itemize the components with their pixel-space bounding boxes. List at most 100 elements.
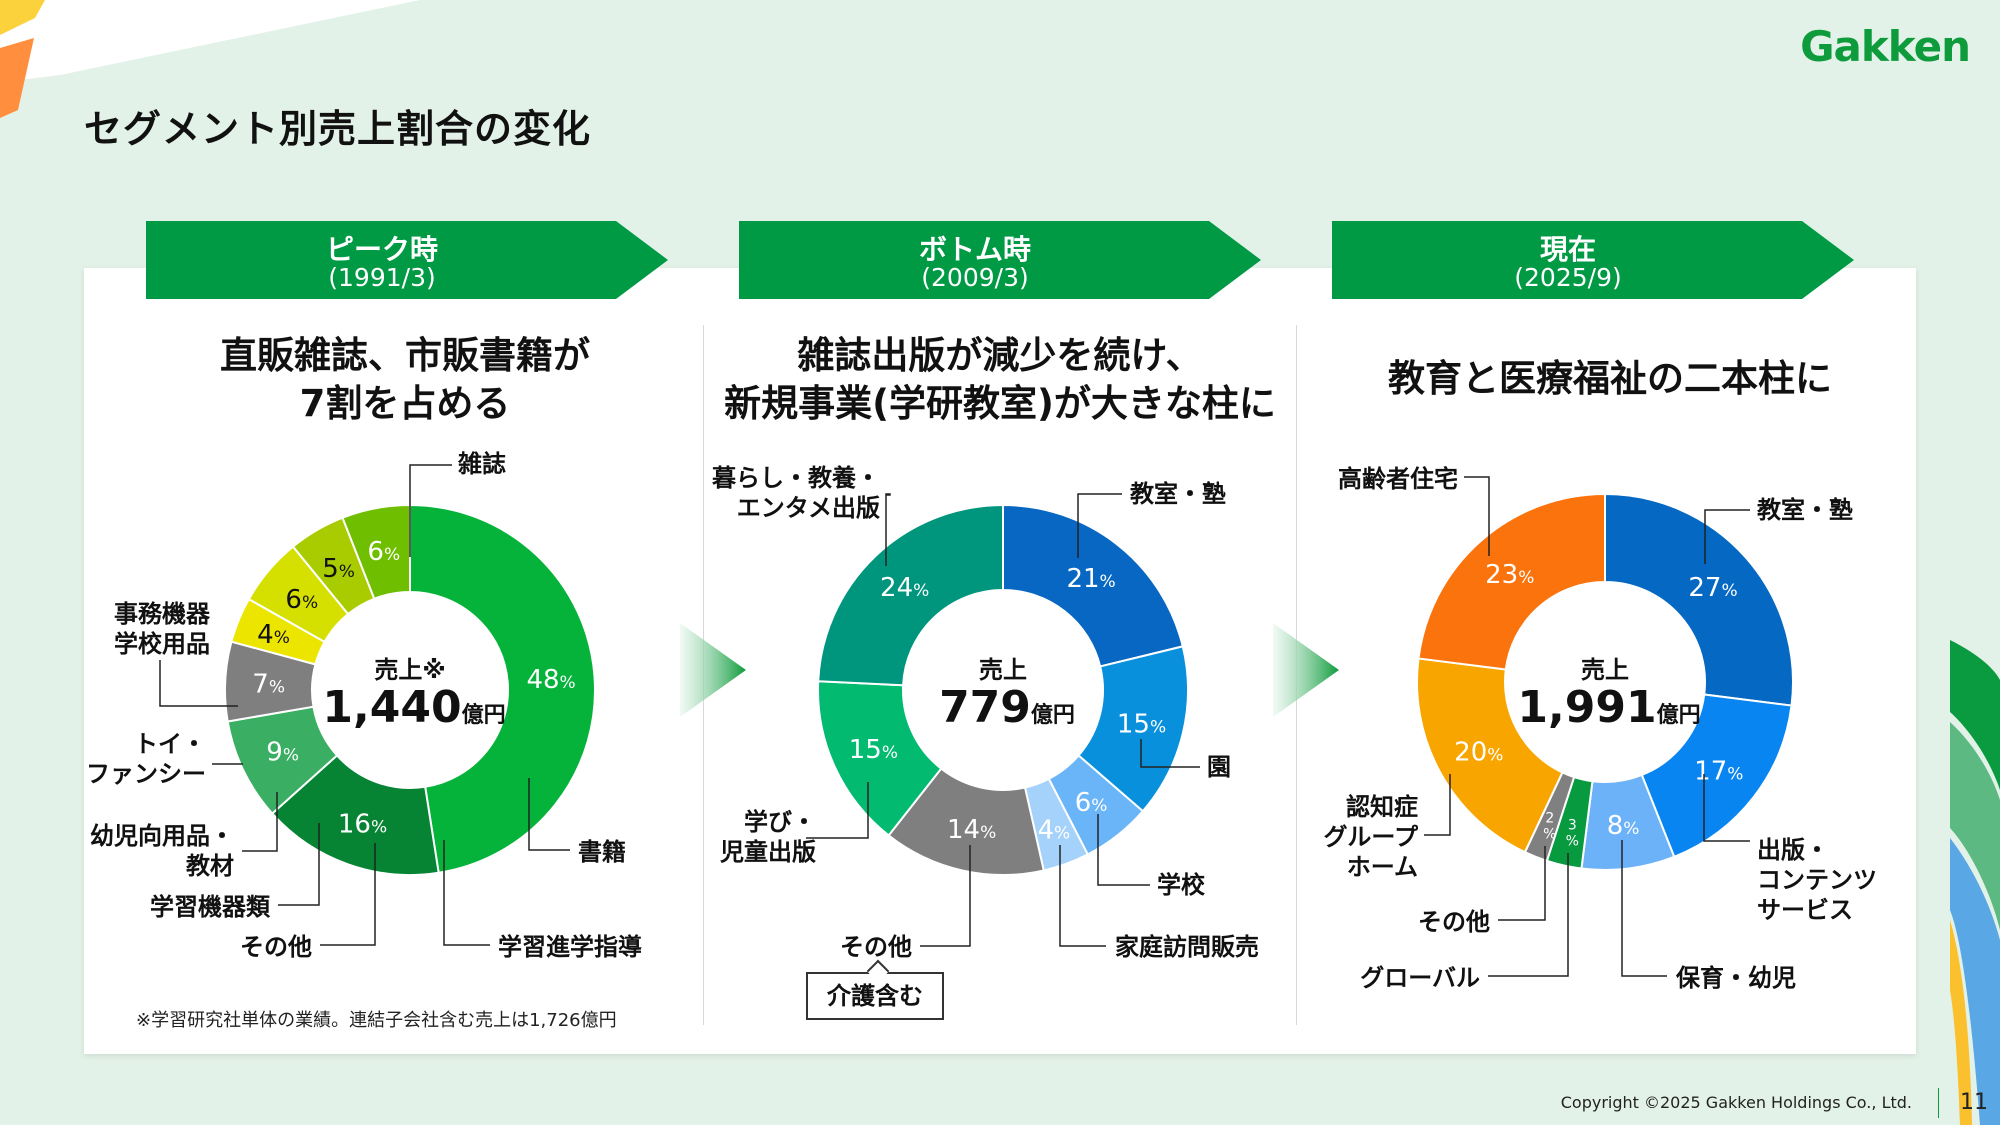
donut-segment [409,503,596,874]
leader-line [1097,814,1150,886]
donut-segment [1417,492,1606,671]
leader-line [278,823,320,906]
content-card [84,268,1916,1054]
segment-percent: 3% [1566,817,1579,849]
phase-date: (2009/3) [921,263,1029,292]
segment-label: 雑誌 [457,450,506,478]
copyright: Copyright ©2025 Gakken Holdings Co., Ltd… [1560,1093,1912,1112]
segment-percent: 2% [1543,810,1556,842]
segment-label: 教室・塾 [1130,480,1226,508]
segment-label: 出版・コンテンツサービス [1757,836,1877,924]
segment-percent: 7% [252,669,285,699]
leader-line [242,792,278,852]
segment-label: 教室・塾 [1757,496,1853,524]
donut-segment [817,503,1004,687]
chart-center-current: 売上 1,991億円 [1505,650,1705,739]
phase-header-current: 現在 (2025/9) [1332,221,1854,299]
headline-line: 7割を占める [299,382,511,425]
headline-line: 教育と医療福祉の二本柱に [1388,357,1832,400]
leader-line [528,778,570,851]
segment-percent: 24% [880,573,929,603]
center-unit: 億円 [1030,703,1075,728]
leader-line [1488,853,1569,977]
headline-line: 新規事業(学研教室)が大きな柱に [724,382,1276,425]
segment-label: 事務機器学校用品 [114,600,211,658]
arrow-banner-shape [739,221,1261,299]
leader-line [885,493,891,566]
center-value: 1,440 [322,682,462,733]
headline-line: 直販雑誌、市販書籍が [220,334,590,377]
leader-line [443,840,490,946]
page-title: セグメント別売上割合の変化 [84,107,592,151]
donut-segment [1416,657,1564,854]
segment-percent: 6% [367,537,400,567]
gakken-logo: Gakken [1800,22,1971,71]
arrow-banner-shape [1332,221,1854,299]
donut-segment [1640,693,1793,859]
segment-label: トイ・ファンシー [86,730,206,788]
segment-label: 保育・幼児 [1675,964,1796,992]
leader-line [806,782,869,839]
footnote: ※学習研究社単体の業績。連結子会社含む売上は1,726億円 [136,1010,617,1031]
segment-label: 高齢者住宅 [1338,465,1458,493]
transition-arrow-icon [680,623,746,717]
chart-center-peak: 売上※ 1,440億円 [310,650,510,739]
segment-label: 学び・児童出版 [720,808,816,866]
callout-includes-nursing: 介護含む [806,972,944,1020]
headline-bottom: 雑誌出版が減少を続け、 新規事業(学研教室)が大きな柱に [700,332,1300,428]
leader-line [1703,774,1750,842]
leader-line [1704,509,1750,564]
leader-line [320,843,376,946]
segment-percent: 17% [1694,756,1743,786]
segment-label: 認知症グループホーム [1323,793,1419,881]
donut-segment [1002,503,1184,668]
leader-line [1621,840,1667,977]
center-unit: 億円 [1656,703,1701,728]
decorative-top-shapes [0,0,420,118]
center-label: 売上 [1581,656,1629,684]
leader-line [1498,846,1546,921]
phase-header-bottom: ボトム時 (2009/3) [739,221,1261,299]
phase-date: (2025/9) [1514,263,1622,292]
donut-chart-0: 48%16%9%7%4%6%5%6%雑誌書籍学習進学指導その他学習機器類幼児向用… [86,450,642,961]
arrow-banner-shape [146,221,668,299]
segment-percent: 20% [1454,737,1503,767]
leader-line [1077,493,1122,558]
segment-label: その他 [840,933,912,961]
segment-label: その他 [240,933,312,961]
chart-center-bottom: 売上 779億円 [903,650,1103,739]
headline-line: 雑誌出版が減少を続け、 [797,334,1203,377]
center-unit: 億円 [461,703,506,728]
center-label: 売上※ [374,656,446,684]
segment-label: 園 [1207,753,1231,781]
leader-line [1464,476,1490,556]
center-label: 売上 [979,656,1027,684]
phase-label: 現在 [1539,233,1596,266]
phase-label: ボトム時 [918,233,1031,266]
segment-label: 書籍 [578,838,626,866]
segment-label: グローバル [1360,964,1480,992]
center-value: 779 [939,682,1031,733]
phase-label: ピーク時 [325,233,438,266]
leader-line [1059,845,1106,947]
transition-arrow-icon [1273,623,1339,717]
segment-label: 学校 [1157,871,1206,899]
donut-chart-2: 27%17%8%3 %2 %20%23%教室・塾出版・コンテンツサービス保育・幼児グ… [1323,465,1877,992]
segment-label: その他 [1418,908,1490,936]
headline-current: 教育と医療福祉の二本柱に [1310,355,1910,403]
phase-date: (1991/3) [328,263,436,292]
donut-segment [1604,492,1795,707]
headline-peak: 直販雑誌、市販書籍が 7割を占める [125,332,685,428]
page-number: 11 [1960,1090,1988,1115]
phase-header-peak: ピーク時 (1991/3) [146,221,668,299]
leader-line [159,660,238,707]
donut-chart-1: 21%15%6%4%14%15%24%教室・塾園学校家庭訪問販売その他学び・児童… [712,464,1259,961]
segment-label: 暮らし・教養・エンタメ出版 [712,464,880,522]
segment-label: 学習進学指導 [498,933,642,961]
segment-label: 家庭訪問販売 [1115,933,1259,961]
donut-segment [270,754,440,876]
leader-line [920,845,971,947]
center-value: 1,991 [1517,682,1657,733]
segment-percent: 8% [1607,811,1640,841]
